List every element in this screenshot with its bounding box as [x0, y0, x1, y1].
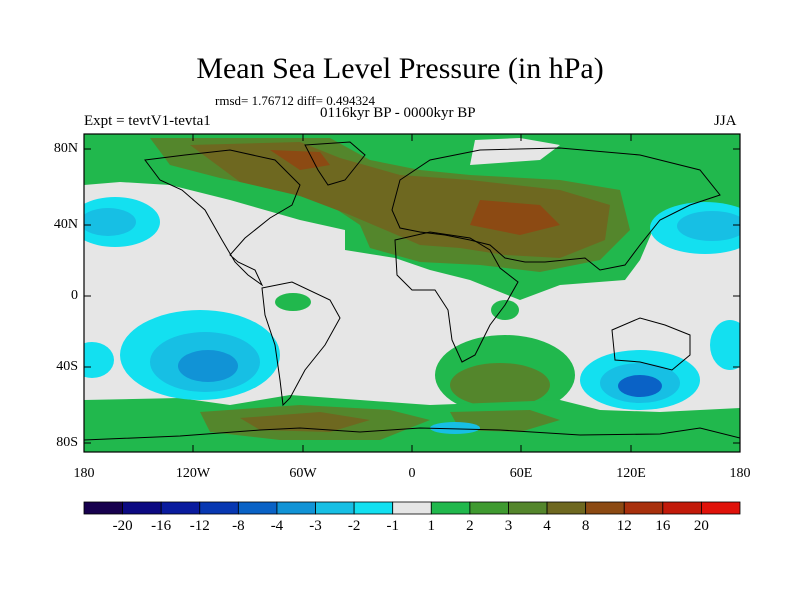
- stats-subtitle: rmsd= 1.76712 diff= 0.494324: [215, 93, 375, 108]
- axis-ticks: [83, 134, 741, 452]
- positive-anomaly-south-3: [200, 405, 560, 440]
- lon-label-180w: 180: [73, 466, 95, 481]
- negative-anomaly-spacific-3: [178, 350, 238, 382]
- colorbar-label-7: -1: [386, 518, 399, 534]
- colorbar-label-9: 2: [466, 518, 474, 534]
- colorbar: [83, 501, 741, 515]
- colorbar-label-0: -20: [112, 518, 133, 534]
- negative-anomaly-sindian-3: [618, 375, 662, 397]
- season-label: JJA: [714, 113, 737, 129]
- coast-antarctica: [84, 427, 740, 441]
- lon-label-180e: 180: [729, 466, 751, 481]
- lat-ticks-left: [84, 148, 91, 444]
- lat-label-80s: 80S: [56, 435, 78, 450]
- colorbar-swatch-16: [701, 501, 741, 515]
- colorbar-label-11: 4: [543, 518, 551, 534]
- lon-label-120e: 120E: [616, 466, 646, 481]
- coastlines: [84, 141, 740, 441]
- lon-ticks-top: [83, 134, 741, 141]
- positive-anomaly-patch-2: [491, 300, 519, 320]
- coast-greenland: [304, 141, 366, 186]
- colorbar-swatch-14: [623, 501, 664, 515]
- colorbar-label-3: -8: [232, 518, 245, 534]
- lat-label-80n: 80N: [53, 141, 78, 156]
- colorbar-label-2: -12: [189, 518, 210, 534]
- negative-anomaly-npacific-e-2: [677, 211, 740, 241]
- positive-anomaly-south-4: [240, 412, 370, 432]
- coast-africa: [394, 231, 519, 363]
- colorbar-label-1: -16: [151, 518, 172, 534]
- colorbar-label-10: 3: [504, 518, 513, 534]
- colorbar-label-15: 20: [693, 518, 709, 534]
- positive-anomaly-satlantic-3: [450, 363, 550, 407]
- coast-south-america: [261, 281, 341, 407]
- coast-north-america: [144, 149, 301, 287]
- map-title: Mean Sea Level Pressure (in hPa): [196, 52, 604, 85]
- experiment-label: Expt = tevtV1-tevta1: [84, 113, 211, 129]
- colorbar-swatch-15: [662, 501, 702, 515]
- negative-anomaly-antarctic: [430, 422, 480, 434]
- colorbar-swatch-1: [122, 501, 162, 515]
- lat-ticks-right: [733, 148, 740, 444]
- colorbar-label-4: -4: [270, 518, 284, 534]
- negative-anomaly-npacific-w-2: [84, 208, 136, 236]
- colorbar-swatch-0: [83, 501, 123, 515]
- lat-label-40n: 40N: [53, 217, 78, 232]
- colorbar-label-6: -2: [347, 518, 361, 534]
- colorbar-label-12: 8: [581, 518, 590, 534]
- colorbar-label-13: 12: [616, 518, 632, 534]
- lon-ticks-bottom: [83, 445, 741, 452]
- colorbar-swatch-5: [276, 501, 316, 515]
- colorbar-swatch-10: [469, 501, 509, 515]
- coast-eurasia: [391, 147, 721, 271]
- coast-australia: [611, 317, 691, 371]
- lon-label-60w: 60W: [289, 466, 317, 481]
- lon-label-120w: 120W: [175, 466, 211, 481]
- negative-anomaly-se: [710, 320, 740, 370]
- colorbar-swatch-12: [546, 501, 587, 515]
- colorbar-swatch-3: [199, 501, 239, 515]
- colorbar-swatch-13: [585, 501, 625, 515]
- positive-anomaly-patch: [275, 293, 311, 311]
- lat-label-0: 0: [71, 288, 78, 303]
- colorbar-swatch-9: [430, 501, 471, 515]
- colorbar-label-8: 1: [427, 518, 436, 534]
- pressure-field: [84, 134, 740, 452]
- colorbar-swatch-4: [237, 501, 278, 515]
- colorbar-swatch-8: [392, 501, 432, 515]
- positive-anomaly-8: [270, 150, 560, 235]
- colorbar-swatch-2: [160, 501, 201, 515]
- period-label: 0116kyr BP - 0000kyr BP: [320, 105, 476, 121]
- colorbar-label-14: 16: [655, 518, 671, 534]
- lat-label-40s: 40S: [56, 359, 78, 374]
- lon-label-60e: 60E: [509, 466, 533, 481]
- colorbar-swatch-11: [508, 501, 548, 515]
- lon-label-0: 0: [408, 466, 416, 481]
- colorbar-swatch-6: [315, 501, 355, 515]
- colorbar-swatch-7: [353, 501, 394, 515]
- negative-anomaly-sw: [84, 342, 114, 378]
- colorbar-label-5: -3: [309, 518, 322, 534]
